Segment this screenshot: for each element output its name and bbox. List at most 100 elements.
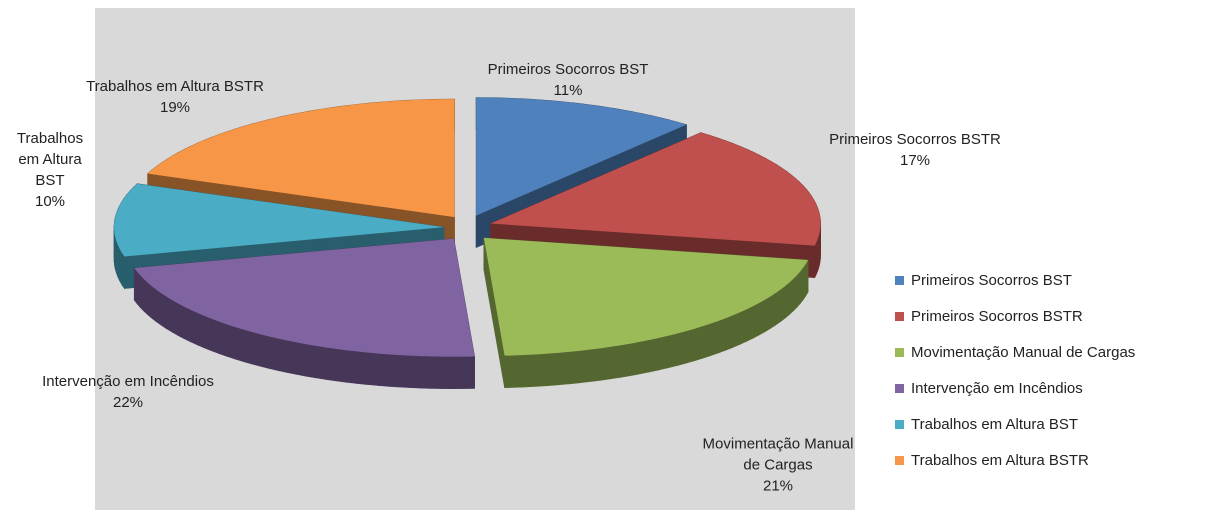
side-face <box>277 338 288 373</box>
side-face <box>629 341 640 377</box>
side-face <box>619 343 631 378</box>
side-face <box>717 317 726 354</box>
side-face <box>789 278 794 316</box>
side-face <box>805 258 809 297</box>
side-face <box>452 356 465 389</box>
side-face <box>190 309 198 346</box>
data-label: Trabalhos em Altura BST 10% <box>10 128 90 212</box>
side-face <box>366 352 378 386</box>
side-face <box>430 356 443 389</box>
side-face <box>676 330 686 367</box>
side-face <box>226 323 235 360</box>
legend-label: Intervenção em Incêndios <box>911 380 1083 397</box>
side-face <box>709 320 719 357</box>
label-percent: 19% <box>159 99 191 116</box>
legend-swatch <box>895 312 904 321</box>
data-label: Intervenção em Incêndios 22% <box>0 371 258 413</box>
side-face <box>250 331 261 367</box>
label-category: Movimentação Manual de Cargas <box>702 435 854 474</box>
side-face <box>752 302 760 339</box>
side-face <box>305 343 317 379</box>
side-face <box>166 296 173 333</box>
data-label: Primeiros Socorros BST 11% <box>448 59 688 101</box>
side-face <box>796 270 801 308</box>
label-percent: 10% <box>34 193 66 210</box>
side-face <box>335 348 347 383</box>
label-percent: 11% <box>553 82 583 99</box>
side-face <box>775 288 781 326</box>
side-face <box>667 333 677 369</box>
legend-swatch <box>895 456 904 465</box>
slice <box>490 132 821 246</box>
side-face <box>387 353 400 388</box>
side-face <box>525 354 538 388</box>
legend-entry: Primeiros Socorros BST <box>895 272 1072 289</box>
side-face <box>183 306 191 343</box>
side-face <box>793 274 798 312</box>
side-face <box>203 315 212 352</box>
side-face <box>409 355 421 389</box>
side-face <box>780 285 786 323</box>
legend-label: Trabalhos em Altura BST <box>911 416 1079 433</box>
slice <box>483 237 809 356</box>
side-face <box>609 345 621 380</box>
side-face <box>119 247 123 286</box>
legend-swatch <box>895 384 904 393</box>
legend-label: Trabalhos em Altura BSTR <box>911 452 1089 469</box>
legend-swatch <box>895 276 904 285</box>
side-face <box>648 337 659 373</box>
side-face <box>242 328 252 365</box>
slice-tops <box>114 97 821 357</box>
slice <box>134 238 475 357</box>
label-percent: 17% <box>899 152 931 169</box>
legend-entry: Primeiros Socorros BSTR <box>895 308 1083 325</box>
side-face <box>504 355 516 388</box>
slice <box>476 97 687 216</box>
side-face <box>579 349 591 384</box>
slice <box>147 99 455 218</box>
side-face <box>161 292 167 330</box>
label-category: Primeiros Socorros BST <box>487 61 649 78</box>
legend-swatch <box>895 348 904 357</box>
side-face <box>259 333 270 369</box>
side-face <box>547 352 559 386</box>
side-face <box>746 305 754 342</box>
side-face <box>515 354 527 388</box>
side-face <box>398 354 410 388</box>
side-face <box>764 295 771 333</box>
side-face <box>441 356 454 389</box>
side-face <box>685 328 695 364</box>
legend-label: Primeiros Socorros BSTR <box>911 308 1083 325</box>
side-face <box>196 312 205 349</box>
side-face <box>346 349 357 384</box>
side-face <box>171 299 179 336</box>
side-face <box>639 339 650 375</box>
side-face <box>121 251 125 290</box>
legend-entry: Movimentação Manual de Cargas <box>895 344 1135 361</box>
side-face <box>356 351 368 385</box>
side-face <box>377 353 389 387</box>
side-face <box>234 326 244 362</box>
legend-entry: Trabalhos em Altura BST <box>895 416 1078 433</box>
legend-label: Movimentação Manual de Cargas <box>911 344 1136 361</box>
label-percent: 21% <box>762 477 794 495</box>
side-face <box>758 299 766 336</box>
label-category: Trabalhos em Altura BST <box>16 130 84 189</box>
side-face <box>296 342 307 377</box>
side-face <box>589 348 601 382</box>
label-category: Primeiros Socorros BSTR <box>829 131 1001 148</box>
side-face <box>701 323 711 359</box>
data-label: Primeiros Socorros BSTR 17% <box>795 129 1035 171</box>
side-face <box>784 281 790 319</box>
side-face <box>658 335 668 371</box>
side-face <box>802 262 807 301</box>
side-face <box>325 347 337 382</box>
side-face <box>536 353 549 387</box>
side-face <box>211 318 220 354</box>
side-face <box>725 314 734 351</box>
legend-entry: Trabalhos em Altura BSTR <box>895 452 1089 469</box>
side-face <box>800 266 804 305</box>
legend-swatch <box>895 420 904 429</box>
side-face <box>218 321 227 357</box>
